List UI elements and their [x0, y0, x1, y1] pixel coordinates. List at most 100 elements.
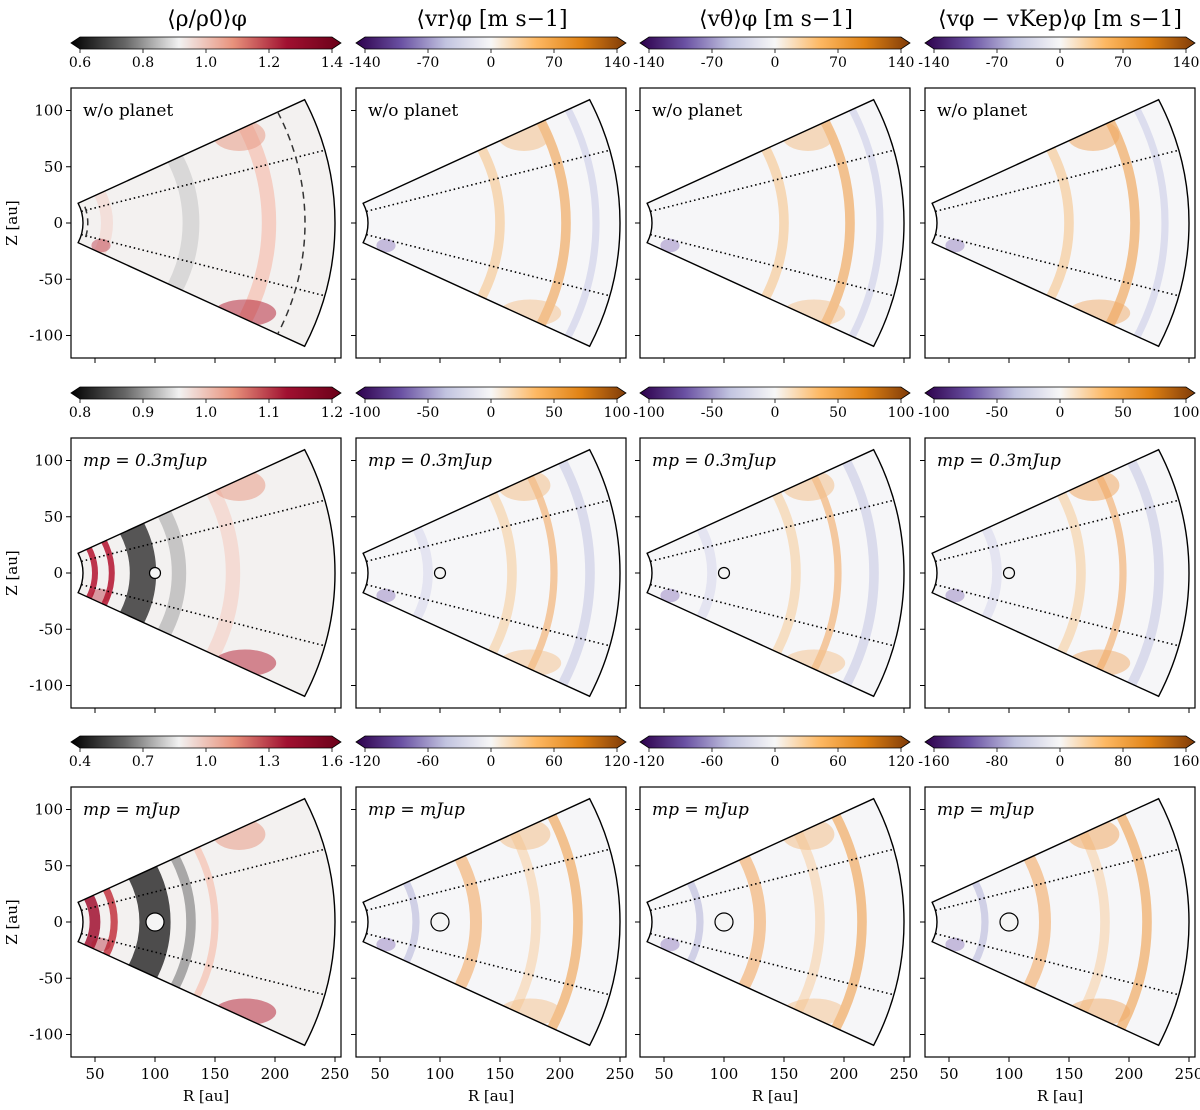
field-band	[647, 449, 879, 697]
colorbar-tick-label: 0	[487, 55, 496, 71]
column-title-density: ⟨ρ/ρ0⟩φ	[167, 7, 247, 32]
y-tick-label: -50	[39, 969, 63, 987]
field-band	[647, 449, 801, 697]
surface-line-lower	[81, 932, 325, 996]
x-axis-label: R [au]	[1037, 1087, 1083, 1105]
surface-line-lower	[935, 583, 1179, 647]
colorbar-tick-label: 120	[888, 754, 915, 770]
colorbar-tick-label: 1.2	[258, 55, 280, 71]
field-band	[932, 798, 1051, 1046]
colorbar-tick-label: 140	[604, 55, 631, 71]
row-label: mp = mJup	[937, 800, 1034, 820]
planet-marker	[433, 566, 447, 580]
field-band	[78, 449, 241, 697]
surface-patch	[1067, 649, 1131, 677]
colorbar-gradient	[639, 386, 911, 400]
x-axis-label: R [au]	[183, 1087, 229, 1105]
field-band	[647, 798, 867, 1046]
surface-line-lower	[81, 583, 325, 647]
colorbar-tick-label: 70	[1114, 55, 1132, 71]
surface-line-upper	[650, 848, 894, 912]
field-band	[932, 798, 1152, 1046]
field-band	[363, 99, 505, 347]
planet-marker	[999, 912, 1019, 932]
y-axis-label: Z [au]	[3, 899, 21, 945]
y-tick-label: -100	[29, 1026, 63, 1044]
colorbar-tick-label: 1.6	[321, 754, 343, 770]
colorbar-tick-label: 160	[1173, 754, 1200, 770]
field-band	[78, 498, 115, 648]
surface-patch	[212, 818, 266, 850]
x-tick-label: 150	[486, 1065, 515, 1083]
row-label: mp = 0.3mJup	[937, 451, 1061, 471]
colorbar: -120 -60 0 60 120	[633, 735, 915, 770]
colorbar-tick-label: -70	[986, 55, 1009, 71]
colorbar: 0.8 0.9 1.0 1.1 1.2	[69, 386, 343, 421]
field-band	[363, 798, 482, 1046]
y-tick-label: 100	[34, 452, 63, 470]
x-tick-label: 150	[201, 1065, 230, 1083]
surface-patch	[945, 937, 965, 952]
colorbar-tick-label: 50	[829, 405, 847, 421]
surface-patch	[213, 998, 277, 1026]
surface-patch	[782, 998, 846, 1026]
surface-patch	[497, 469, 551, 501]
y-tick-label: 50	[44, 158, 63, 176]
surface-patch	[91, 937, 111, 952]
planet-marker	[430, 912, 450, 932]
field-band	[647, 798, 825, 1046]
wedge-outline	[77, 797, 336, 1047]
colorbar-tick-label: 1.4	[321, 55, 343, 71]
field-band	[932, 798, 1110, 1046]
y-axis-label: Z [au]	[3, 550, 21, 596]
colorbar: -140 -70 0 70 140	[918, 36, 1199, 71]
field-band	[932, 449, 1164, 697]
colorbar-tick-label: 0	[487, 754, 496, 770]
panel-r2-c0: 0.4 0.7 1.0 1.3 1.6 50 100 150 200 250 R [au] 100 50…	[3, 735, 349, 1105]
surface-line-lower	[650, 932, 894, 996]
surface-patch	[660, 588, 680, 603]
colorbar-tick-label: 1.0	[195, 405, 217, 421]
colorbar-gradient	[355, 735, 627, 749]
surface-patch	[498, 299, 562, 327]
y-tick-label: 0	[53, 564, 63, 582]
planet-marker	[717, 566, 731, 580]
row-label: w/o planet	[368, 101, 458, 121]
colorbar-tick-label: 1.1	[258, 405, 280, 421]
y-tick-label: -50	[39, 270, 63, 288]
x-tick-label: 100	[426, 1065, 455, 1083]
field-band	[78, 458, 157, 688]
colorbar-tick-label: 0.4	[69, 754, 91, 770]
surface-line-upper	[935, 149, 1179, 213]
surface-patch	[1066, 818, 1120, 850]
colorbar-tick-label: 70	[545, 55, 563, 71]
colorbar-gradient	[70, 36, 342, 50]
colorbar-tick-label: -140	[918, 55, 949, 71]
planet-marker	[1002, 566, 1016, 580]
field-band	[932, 466, 1002, 680]
x-tick-label: 250	[1175, 1065, 1200, 1083]
row-label: mp = mJup	[83, 800, 180, 820]
surface-patch	[376, 238, 396, 253]
field-background	[647, 798, 904, 1046]
planet-marker	[148, 566, 162, 580]
colorbar-tick-label: 50	[1114, 405, 1132, 421]
colorbar-tick-label: 60	[829, 754, 847, 770]
colorbar-tick-label: 0.8	[69, 405, 91, 421]
surface-patch	[782, 299, 846, 327]
field-band	[647, 99, 884, 347]
colorbar-tick-label: 100	[888, 405, 915, 421]
surface-patch	[376, 937, 396, 952]
y-axis-label: Z [au]	[3, 200, 21, 246]
colorbar-tick-label: -140	[633, 55, 664, 71]
x-tick-label: 200	[546, 1065, 575, 1083]
field-band	[78, 844, 118, 1000]
wedge-outline	[362, 797, 621, 1047]
field-background	[647, 99, 904, 347]
field-band	[932, 828, 989, 1016]
colorbar-tick-label: 1.3	[258, 754, 280, 770]
colorbar-tick-label: 1.0	[195, 754, 217, 770]
row-label: w/o planet	[652, 101, 742, 121]
x-tick-label: 50	[85, 1065, 104, 1083]
colorbar-gradient	[639, 36, 911, 50]
